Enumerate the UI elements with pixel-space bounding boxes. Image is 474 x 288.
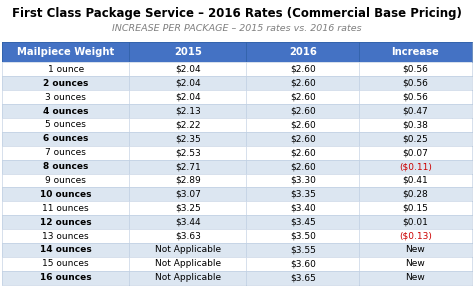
Text: $3.65: $3.65	[290, 273, 316, 282]
Text: $0.56: $0.56	[402, 65, 428, 74]
Text: $2.04: $2.04	[175, 93, 201, 102]
Text: $0.41: $0.41	[402, 176, 428, 185]
Text: 4 ounces: 4 ounces	[43, 107, 89, 115]
Text: 3 ounces: 3 ounces	[46, 93, 86, 102]
Text: 2 ounces: 2 ounces	[43, 79, 89, 88]
Text: $0.38: $0.38	[402, 120, 428, 130]
Text: 6 ounces: 6 ounces	[43, 134, 89, 143]
Text: 1 ounce: 1 ounce	[47, 65, 84, 74]
Text: 15 ounces: 15 ounces	[42, 259, 89, 268]
Text: $3.40: $3.40	[290, 204, 316, 213]
Text: $3.63: $3.63	[175, 232, 201, 240]
Text: 2016: 2016	[289, 47, 317, 57]
Text: $2.60: $2.60	[290, 65, 316, 74]
Text: $2.53: $2.53	[175, 148, 201, 157]
Text: First Class Package Service – 2016 Rates (Commercial Base Pricing): First Class Package Service – 2016 Rates…	[12, 7, 462, 20]
Text: 9 ounces: 9 ounces	[46, 176, 86, 185]
Text: $2.04: $2.04	[175, 65, 201, 74]
Text: 2015: 2015	[174, 47, 201, 57]
Text: $2.60: $2.60	[290, 79, 316, 88]
Text: Not Applicable: Not Applicable	[155, 259, 221, 268]
Text: INCREASE PER PACKAGE – 2015 rates vs. 2016 rates: INCREASE PER PACKAGE – 2015 rates vs. 20…	[112, 24, 362, 33]
Text: $2.04: $2.04	[175, 79, 201, 88]
Text: $0.47: $0.47	[402, 107, 428, 115]
Text: $3.60: $3.60	[290, 259, 316, 268]
Text: $2.71: $2.71	[175, 162, 201, 171]
Text: 11 ounces: 11 ounces	[42, 204, 89, 213]
Text: $0.07: $0.07	[402, 148, 428, 157]
Text: ($0.11): ($0.11)	[399, 162, 432, 171]
Text: $2.13: $2.13	[175, 107, 201, 115]
Text: 7 ounces: 7 ounces	[46, 148, 86, 157]
Text: $2.60: $2.60	[290, 120, 316, 130]
Text: New: New	[405, 259, 425, 268]
Text: 13 ounces: 13 ounces	[42, 232, 89, 240]
Text: $3.45: $3.45	[290, 218, 316, 227]
Text: New: New	[405, 273, 425, 282]
Text: $3.55: $3.55	[290, 245, 316, 254]
Text: $2.60: $2.60	[290, 93, 316, 102]
Text: $0.28: $0.28	[402, 190, 428, 199]
Text: 14 ounces: 14 ounces	[40, 245, 91, 254]
Text: ($0.13): ($0.13)	[399, 232, 432, 240]
Text: $3.07: $3.07	[175, 190, 201, 199]
Text: Not Applicable: Not Applicable	[155, 273, 221, 282]
Text: Mailpiece Weight: Mailpiece Weight	[17, 47, 114, 57]
Text: 5 ounces: 5 ounces	[46, 120, 86, 130]
Text: $0.01: $0.01	[402, 218, 428, 227]
Text: $0.15: $0.15	[402, 204, 428, 213]
Text: $3.35: $3.35	[290, 190, 316, 199]
Text: $3.30: $3.30	[290, 176, 316, 185]
Text: $2.60: $2.60	[290, 107, 316, 115]
Text: 16 ounces: 16 ounces	[40, 273, 91, 282]
Text: Increase: Increase	[392, 47, 439, 57]
Text: $2.35: $2.35	[175, 134, 201, 143]
Text: $3.44: $3.44	[175, 218, 201, 227]
Text: 10 ounces: 10 ounces	[40, 190, 91, 199]
Text: $2.60: $2.60	[290, 134, 316, 143]
Text: $2.89: $2.89	[175, 176, 201, 185]
Text: $0.25: $0.25	[402, 134, 428, 143]
Text: $2.60: $2.60	[290, 162, 316, 171]
Text: $3.50: $3.50	[290, 232, 316, 240]
Text: 12 ounces: 12 ounces	[40, 218, 91, 227]
Text: $0.56: $0.56	[402, 79, 428, 88]
Text: Not Applicable: Not Applicable	[155, 245, 221, 254]
Text: $2.22: $2.22	[175, 120, 201, 130]
Text: $0.56: $0.56	[402, 93, 428, 102]
Text: 8 ounces: 8 ounces	[43, 162, 89, 171]
Text: $2.60: $2.60	[290, 148, 316, 157]
Text: New: New	[405, 245, 425, 254]
Text: $3.25: $3.25	[175, 204, 201, 213]
